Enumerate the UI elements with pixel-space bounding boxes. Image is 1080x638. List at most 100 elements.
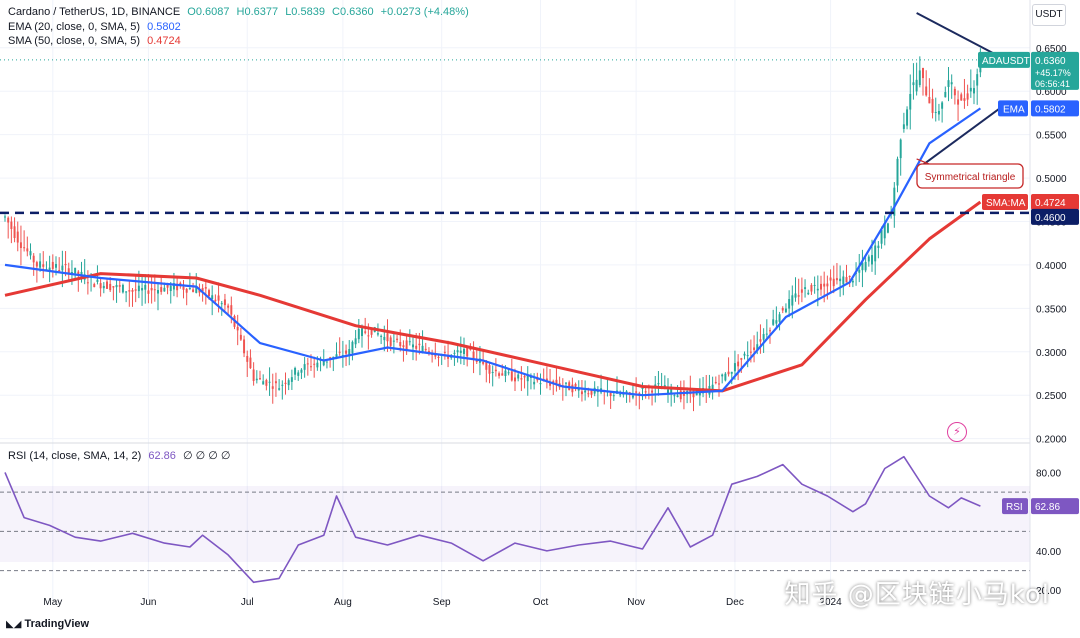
candle-body bbox=[121, 284, 124, 293]
candle-body bbox=[619, 394, 622, 396]
candle-body bbox=[176, 283, 179, 291]
candle-body bbox=[510, 371, 513, 381]
candle-body bbox=[265, 380, 268, 386]
candle-body bbox=[220, 303, 223, 305]
candle-body bbox=[185, 288, 188, 293]
candle-body bbox=[740, 358, 743, 360]
candle-body bbox=[867, 256, 870, 262]
candle-body bbox=[526, 375, 529, 382]
y-tick-5: 0.4000 bbox=[1036, 261, 1067, 272]
candle-body bbox=[858, 269, 861, 273]
sma-name-bg bbox=[982, 194, 1028, 211]
candle-body bbox=[182, 286, 185, 290]
candle-body bbox=[16, 231, 19, 243]
candle-body bbox=[574, 383, 577, 387]
x-tick-0: May bbox=[43, 597, 62, 608]
candle-body bbox=[10, 221, 13, 229]
sma50-line bbox=[4, 200, 982, 393]
candle-body bbox=[32, 255, 35, 263]
sma-legend-value: 0.4724 bbox=[147, 35, 181, 47]
candle-body bbox=[769, 330, 771, 332]
candle-body bbox=[957, 99, 960, 105]
candle-body bbox=[667, 389, 669, 394]
candle-body bbox=[692, 390, 695, 398]
candle-body bbox=[886, 223, 889, 233]
support-tag: 0.4600 bbox=[1035, 213, 1066, 224]
candle-body bbox=[969, 87, 972, 92]
drawings-layer: Symmetrical triangle bbox=[0, 12, 1030, 215]
candle-body bbox=[861, 262, 864, 271]
candle-body bbox=[306, 363, 309, 365]
candle-body bbox=[166, 283, 169, 288]
candle-body bbox=[112, 286, 115, 288]
candle-body bbox=[804, 287, 807, 289]
candle-body bbox=[55, 264, 57, 268]
candle-body bbox=[631, 395, 634, 398]
candle-body bbox=[644, 391, 647, 393]
candle-body bbox=[520, 378, 523, 380]
close-value: C0.6360 bbox=[332, 6, 374, 18]
high-value: H0.6377 bbox=[236, 6, 279, 18]
rsi-legend-value: 62.86 bbox=[148, 450, 176, 462]
sma-value-tag: 0.4724 bbox=[1035, 198, 1066, 209]
rsi-band bbox=[0, 486, 1030, 562]
candle-body bbox=[590, 390, 593, 395]
candle-body bbox=[676, 395, 679, 398]
candle-body bbox=[641, 387, 644, 389]
candle-body bbox=[746, 355, 749, 357]
candle-body bbox=[287, 380, 290, 386]
symbol-legend: Cardano / TetherUS, 1D, BINANCE O0.6087 … bbox=[8, 6, 473, 18]
candle-body bbox=[144, 284, 147, 290]
candle-body bbox=[941, 102, 944, 109]
candle-body bbox=[896, 158, 899, 186]
currency-button[interactable]: USDT bbox=[1032, 4, 1066, 26]
candle-body bbox=[402, 345, 405, 348]
candle-body bbox=[443, 351, 446, 353]
tradingview-logo[interactable]: ◣◢ TradingView bbox=[6, 618, 89, 630]
candle-body bbox=[141, 288, 144, 291]
candle-body bbox=[494, 369, 497, 372]
candle-body bbox=[928, 97, 931, 104]
candle-body bbox=[271, 386, 274, 389]
candle-body bbox=[39, 261, 42, 268]
candle-body bbox=[310, 366, 312, 368]
candle-body bbox=[960, 94, 963, 101]
candle-body bbox=[488, 365, 491, 374]
ema-name-tag: EMA bbox=[1003, 104, 1025, 115]
candle-body bbox=[772, 319, 775, 325]
annotation-box bbox=[916, 163, 1024, 189]
y-tick-1: 0.6000 bbox=[1036, 87, 1067, 98]
candle-body bbox=[64, 263, 67, 266]
candle-body bbox=[297, 372, 300, 376]
candle-body bbox=[877, 245, 880, 249]
candle-body bbox=[361, 328, 363, 337]
candle-body bbox=[131, 289, 134, 292]
candle-body bbox=[188, 287, 191, 289]
candle-body bbox=[211, 295, 214, 300]
candle-body bbox=[380, 335, 383, 337]
candle-body bbox=[370, 329, 373, 335]
rsi-legend-label: RSI (14, close, SMA, 14, 2) bbox=[8, 450, 142, 462]
candle-body bbox=[195, 287, 198, 293]
x-tick-6: Nov bbox=[627, 597, 645, 608]
candle-body bbox=[475, 360, 478, 362]
x-tick-3: Aug bbox=[334, 597, 352, 608]
y-tick-9: 0.2000 bbox=[1036, 435, 1067, 446]
candle-body bbox=[845, 277, 848, 283]
candle-body bbox=[86, 282, 89, 284]
candle-body bbox=[74, 267, 77, 274]
rsi-y-tick-0: 80.00 bbox=[1036, 468, 1061, 479]
candle-body bbox=[427, 350, 430, 354]
candle-body bbox=[463, 348, 465, 355]
candle-body bbox=[153, 289, 156, 291]
candle-body bbox=[902, 124, 905, 129]
candle-body bbox=[711, 384, 714, 392]
lightning-icon[interactable]: ⚡ bbox=[947, 422, 967, 442]
candle-body bbox=[106, 281, 108, 289]
candle-body bbox=[338, 351, 341, 353]
candle-body bbox=[874, 245, 877, 262]
candle-body bbox=[807, 292, 810, 295]
change-value: +0.0273 (+4.48%) bbox=[380, 6, 469, 18]
candle-body bbox=[533, 381, 536, 385]
